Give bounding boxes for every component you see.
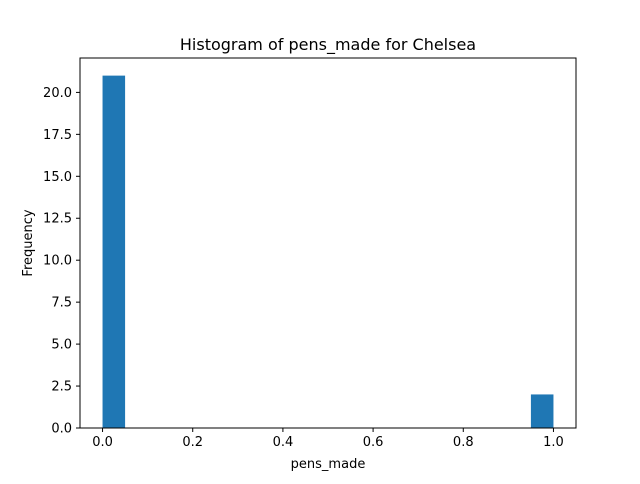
histogram-bar	[102, 75, 126, 428]
y-tick-label: 12.5	[43, 212, 72, 227]
y-axis-label: Frequency	[21, 209, 36, 276]
x-axis: 0.0 0.2 0.4 0.6 0.8 1.0	[92, 428, 564, 450]
y-axis: 0.0 2.5 5.0 7.5 10.0 12.5 15.0 17.5 20.0	[43, 86, 80, 437]
x-tick-label: 0.6	[363, 435, 384, 450]
chart-title: Histogram of pens_made for Chelsea	[180, 35, 476, 55]
bars-group	[102, 75, 554, 428]
y-tick-label: 2.5	[51, 380, 72, 395]
histogram-bar	[530, 394, 554, 428]
y-tick-label: 5.0	[51, 338, 72, 353]
y-tick-label: 17.5	[43, 128, 72, 143]
x-tick-label: 0.2	[182, 435, 203, 450]
y-tick-label: 7.5	[51, 296, 72, 311]
x-tick-label: 0.8	[453, 435, 474, 450]
x-tick-label: 1.0	[543, 435, 564, 450]
y-tick-label: 10.0	[43, 254, 72, 269]
plot-frame	[79, 57, 577, 429]
x-axis-label: pens_made	[291, 457, 366, 472]
y-tick-label: 0.0	[51, 422, 72, 437]
y-tick-label: 15.0	[43, 170, 72, 185]
x-tick-label: 0.4	[273, 435, 294, 450]
y-tick-label: 20.0	[43, 86, 72, 101]
x-tick-label: 0.0	[92, 435, 113, 450]
